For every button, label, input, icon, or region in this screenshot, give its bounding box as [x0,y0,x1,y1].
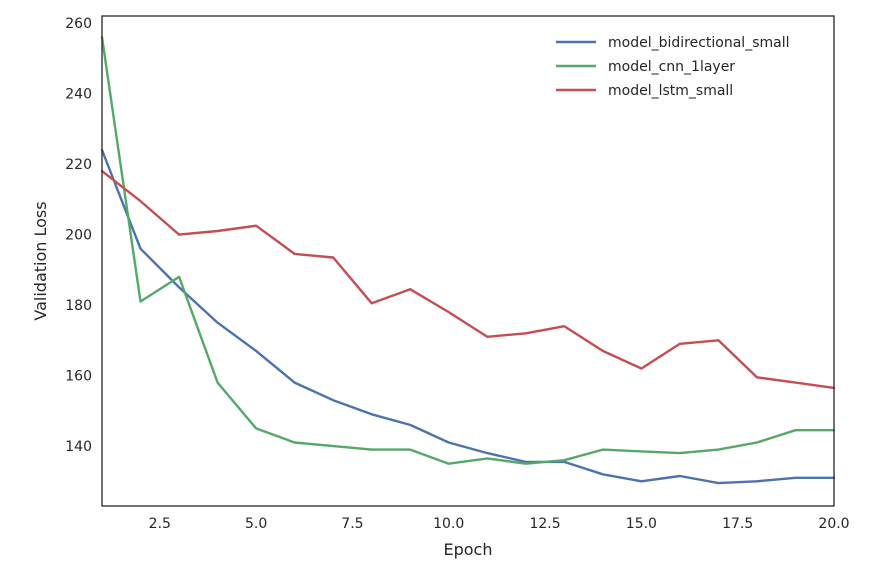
y-tick-label: 160 [65,369,92,385]
series-line-model-cnn-1layer [100,36,836,465]
x-tick-label: 10.0 [433,516,464,532]
y-tick-label: 260 [65,16,92,32]
legend-entry-label: model_bidirectional_small [608,35,789,51]
series-line-model-lstm-small [100,169,836,390]
y-tick-label: 140 [65,439,92,455]
plot-area-frame [101,15,835,507]
series-line-model-bidirectional-small [100,148,836,485]
y-tick-label: 180 [65,298,92,314]
x-tick-label: 20.0 [818,516,849,532]
y-axis-label: Validation Loss [31,201,50,320]
y-tick-label: 200 [65,228,92,244]
x-tick-label: 7.5 [341,516,363,532]
legend: model_bidirectional_small model_cnn_1laye… [556,35,789,99]
x-tick-label: 5.0 [245,516,267,532]
x-tick-label: 17.5 [722,516,753,532]
x-axis-label: Epoch [444,540,493,559]
legend-entry-label: model_cnn_1layer [608,59,735,75]
x-tick-label: 2.5 [149,516,171,532]
legend-entry-label: model_lstm_small [608,83,733,99]
x-tick-label: 15.0 [626,516,657,532]
series-layer [100,36,836,485]
y-tick-label: 220 [65,157,92,173]
y-axis-ticks: 140 160 180 200 220 240 260 [65,16,92,455]
y-tick-label: 240 [65,87,92,103]
x-tick-label: 12.5 [529,516,560,532]
x-axis-ticks: 2.5 5.0 7.5 10.0 12.5 15.0 17.5 20.0 [149,516,850,532]
